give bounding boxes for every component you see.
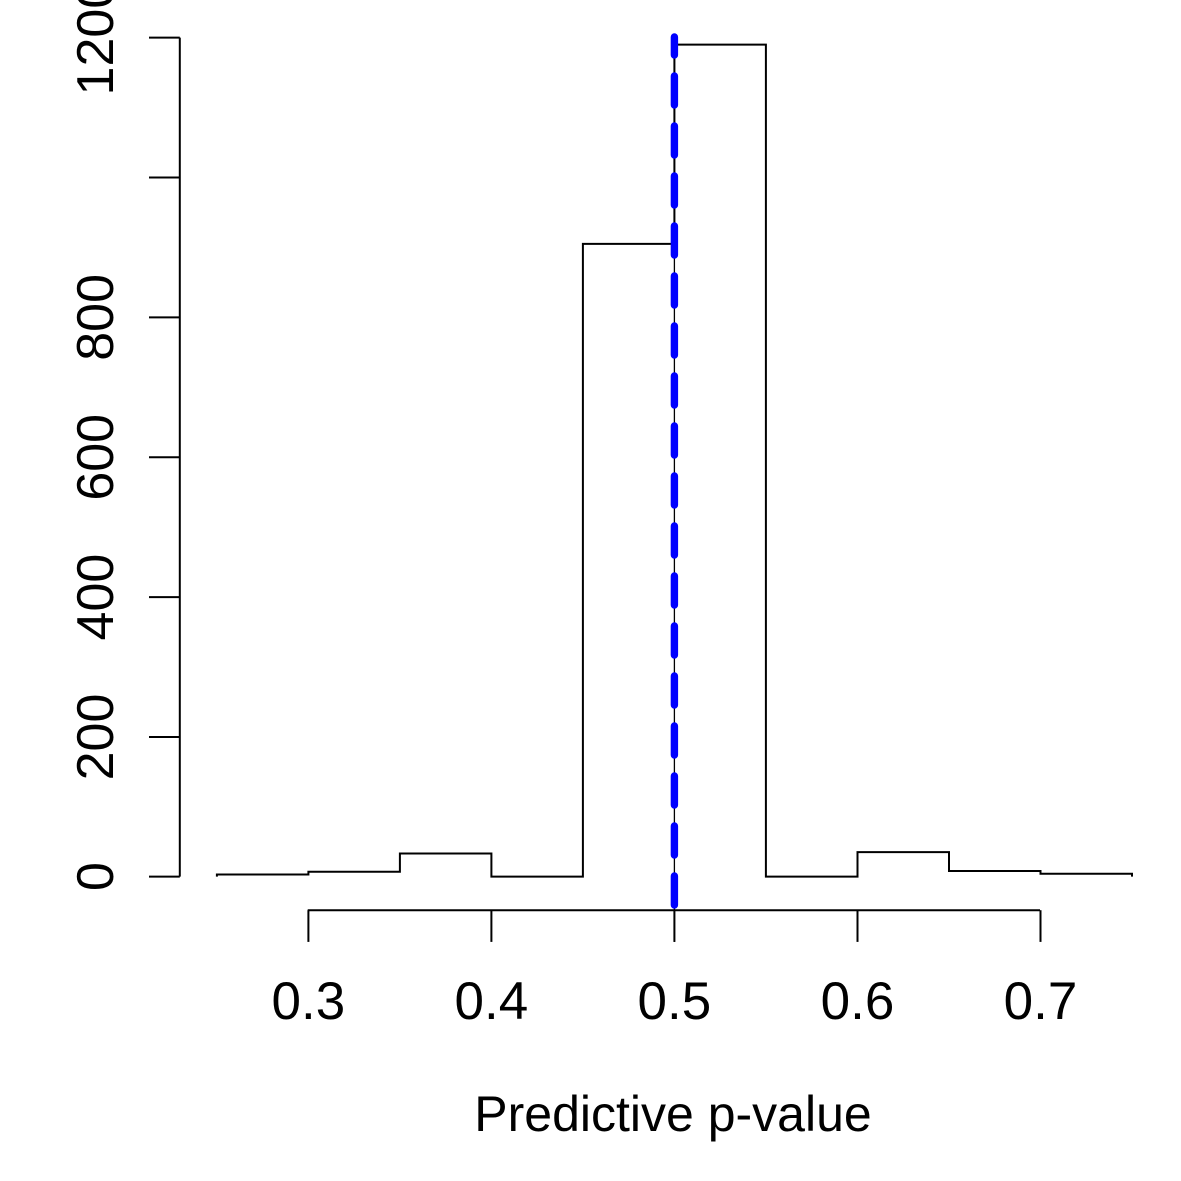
svg-text:0.3: 0.3 xyxy=(272,972,346,1031)
svg-text:Predictive p-value: Predictive p-value xyxy=(474,1086,871,1142)
svg-text:400: 400 xyxy=(67,554,125,641)
svg-text:0.4: 0.4 xyxy=(455,972,529,1031)
svg-text:200: 200 xyxy=(67,694,125,781)
svg-text:0.5: 0.5 xyxy=(638,972,712,1031)
svg-text:600: 600 xyxy=(67,414,125,501)
svg-text:0.6: 0.6 xyxy=(821,972,895,1031)
svg-text:1200: 1200 xyxy=(67,0,125,95)
svg-text:0.7: 0.7 xyxy=(1004,972,1078,1031)
svg-text:800: 800 xyxy=(67,274,125,361)
svg-text:0: 0 xyxy=(67,862,125,891)
